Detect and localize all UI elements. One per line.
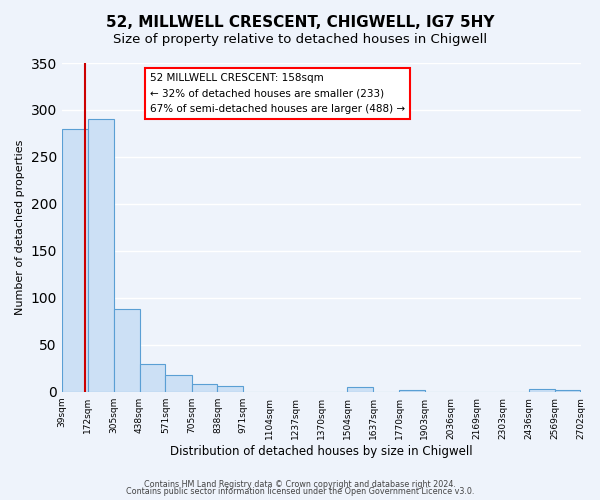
Bar [166,375,191,392]
Bar [217,386,244,392]
Bar [62,129,88,392]
X-axis label: Distribution of detached houses by size in Chigwell: Distribution of detached houses by size … [170,444,472,458]
Text: 52 MILLWELL CRESCENT: 158sqm
← 32% of detached houses are smaller (233)
67% of s: 52 MILLWELL CRESCENT: 158sqm ← 32% of de… [150,73,405,114]
Text: Size of property relative to detached houses in Chigwell: Size of property relative to detached ho… [113,32,487,46]
Bar [191,384,217,392]
Text: Contains public sector information licensed under the Open Government Licence v3: Contains public sector information licen… [126,487,474,496]
Bar [347,388,373,392]
Bar [88,120,113,392]
Bar [529,389,554,392]
Bar [113,309,140,392]
Y-axis label: Number of detached properties: Number of detached properties [15,140,25,315]
Bar [554,390,580,392]
Bar [399,390,425,392]
Bar [140,364,166,392]
Text: 52, MILLWELL CRESCENT, CHIGWELL, IG7 5HY: 52, MILLWELL CRESCENT, CHIGWELL, IG7 5HY [106,15,494,30]
Text: Contains HM Land Registry data © Crown copyright and database right 2024.: Contains HM Land Registry data © Crown c… [144,480,456,489]
